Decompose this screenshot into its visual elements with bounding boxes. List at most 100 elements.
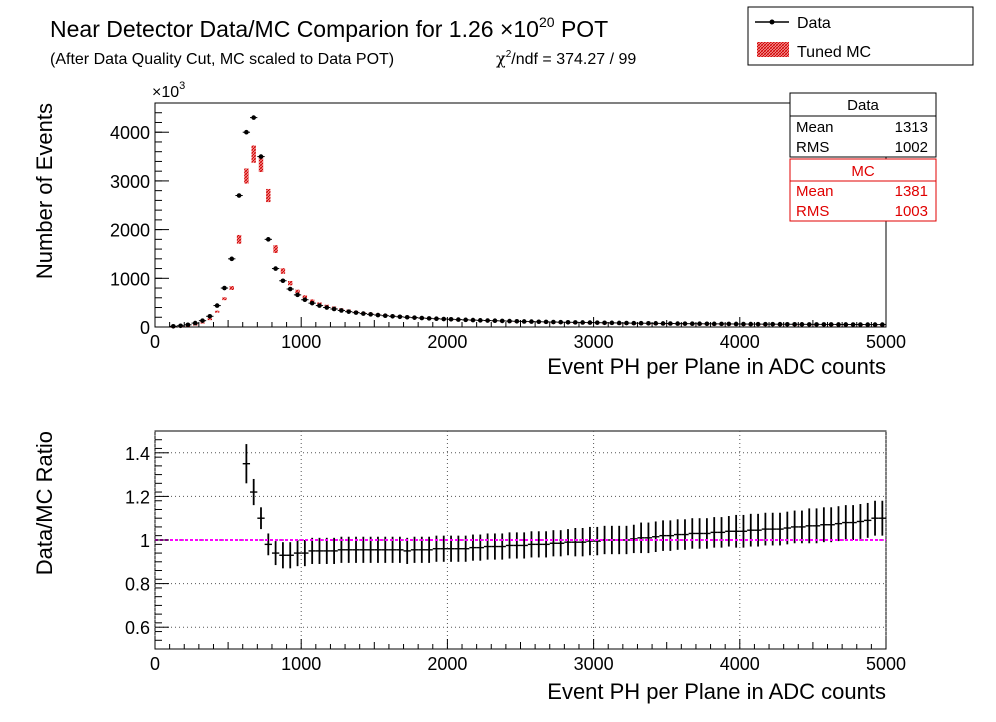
data-point	[244, 129, 249, 135]
stats-data-rms-value: 1002	[895, 139, 928, 156]
data-point	[719, 321, 724, 327]
data-point	[426, 316, 432, 321]
mc-bin-band	[236, 234, 242, 244]
stats-mc-title: MC	[851, 163, 874, 180]
mc-bin-band	[309, 299, 315, 303]
legend: Data Tuned MC	[747, 6, 974, 66]
data-point	[324, 305, 330, 310]
legend-mc-label: Tuned MC	[797, 44, 871, 61]
data-point	[850, 322, 856, 327]
mc-bin-band	[266, 188, 271, 203]
data-point	[192, 320, 198, 326]
x-tick-label: 4000	[720, 654, 760, 674]
data-point	[463, 317, 468, 323]
data-point	[222, 285, 227, 291]
bottom-axes: 0 1000 2000 3000 4000 5000 0.6 0.8 1 1.2 1.4	[125, 430, 906, 674]
stats-mc-rms-value: 1003	[895, 203, 928, 220]
data-point	[543, 319, 549, 325]
x-tick-label: 2000	[427, 332, 467, 352]
x-tick-label: 2000	[427, 654, 467, 674]
data-point	[170, 323, 176, 329]
data-point	[748, 321, 754, 327]
top-x-axis-label: Event PH per Plane in ADC counts	[547, 354, 886, 379]
data-point	[828, 322, 834, 327]
data-point	[302, 297, 308, 303]
title-exponent: 20	[539, 14, 555, 30]
stats-mc-mean-label: Mean	[796, 183, 834, 200]
x-tick-label: 0	[150, 332, 160, 352]
data-point	[551, 319, 556, 325]
data-point	[236, 193, 242, 198]
data-point	[434, 316, 439, 322]
data-point	[331, 306, 337, 312]
data-point	[792, 321, 797, 327]
y-tick-label: 0	[140, 318, 150, 338]
stats-data-box: Data Mean 1313 RMS 1002	[789, 92, 937, 158]
mc-bin-band	[288, 280, 293, 286]
data-point	[499, 318, 505, 324]
data-point	[689, 321, 695, 326]
data-point	[404, 314, 410, 320]
y-tick-label: 0.8	[125, 575, 150, 595]
data-point	[711, 321, 717, 327]
data-point	[382, 313, 388, 319]
data-point	[682, 321, 688, 326]
chi2-label: χ2/ndf = 374.27 / 99	[496, 49, 636, 68]
data-point	[624, 320, 629, 326]
top-plot-frame	[154, 102, 887, 328]
data-point	[258, 154, 264, 159]
legend-mc-swatch	[757, 42, 789, 57]
data-point	[770, 321, 775, 327]
data-point	[594, 320, 600, 325]
mc-bin-band	[302, 295, 308, 299]
data-point	[858, 322, 863, 327]
data-point	[806, 322, 812, 327]
data-point	[412, 315, 417, 320]
data-point	[280, 278, 286, 284]
bottom-marks	[155, 444, 886, 569]
data-point	[587, 320, 593, 325]
bottom-x-axis-label: Event PH per Plane in ADC counts	[547, 679, 886, 704]
stats-data-rms-label: RMS	[796, 139, 829, 156]
data-point	[580, 320, 585, 325]
data-point	[755, 321, 761, 327]
data-point	[492, 318, 498, 324]
data-point	[353, 310, 359, 315]
data-point	[529, 319, 534, 324]
data-point	[390, 313, 395, 319]
data-point	[733, 321, 739, 327]
mc-bin-band	[229, 286, 234, 290]
data-point	[485, 318, 490, 323]
mc-bin-band	[214, 310, 220, 313]
data-point	[185, 322, 191, 328]
mc-bin-band	[251, 145, 256, 163]
data-point	[214, 303, 220, 308]
data-point	[872, 322, 878, 327]
top-panel: 0 1000 2000 3000 4000 5000 0 1000 2000 3000 4000 ×…	[32, 80, 906, 379]
mc-bin-band	[244, 168, 249, 184]
data-point	[368, 312, 373, 317]
data-point	[441, 316, 447, 322]
y-tick-label: 1000	[110, 269, 150, 289]
bottom-panel: 0 1000 2000 3000 4000 5000 0.6 0.8 1 1.2 1.4 Event…	[32, 430, 906, 704]
top-multiplier: ×103	[152, 80, 185, 101]
data-point	[573, 320, 578, 325]
stats-mc-mean-value: 1381	[895, 183, 928, 200]
data-point	[843, 322, 849, 327]
mc-bin-band	[295, 289, 300, 294]
data-point	[704, 321, 710, 327]
data-point	[251, 115, 256, 120]
data-point	[514, 319, 520, 324]
y-tick-label: 0.6	[125, 618, 150, 638]
data-point	[456, 317, 461, 322]
top-axes: 0 1000 2000 3000 4000 5000 0 1000 2000 3000 4000	[110, 102, 906, 352]
data-point	[558, 319, 564, 325]
data-point	[660, 321, 666, 326]
data-point	[814, 322, 819, 327]
x-tick-label: 5000	[866, 332, 906, 352]
x-tick-label: 0	[150, 654, 160, 674]
data-point	[653, 321, 659, 326]
y-tick-label: 1.2	[125, 487, 150, 507]
data-point	[200, 318, 205, 323]
